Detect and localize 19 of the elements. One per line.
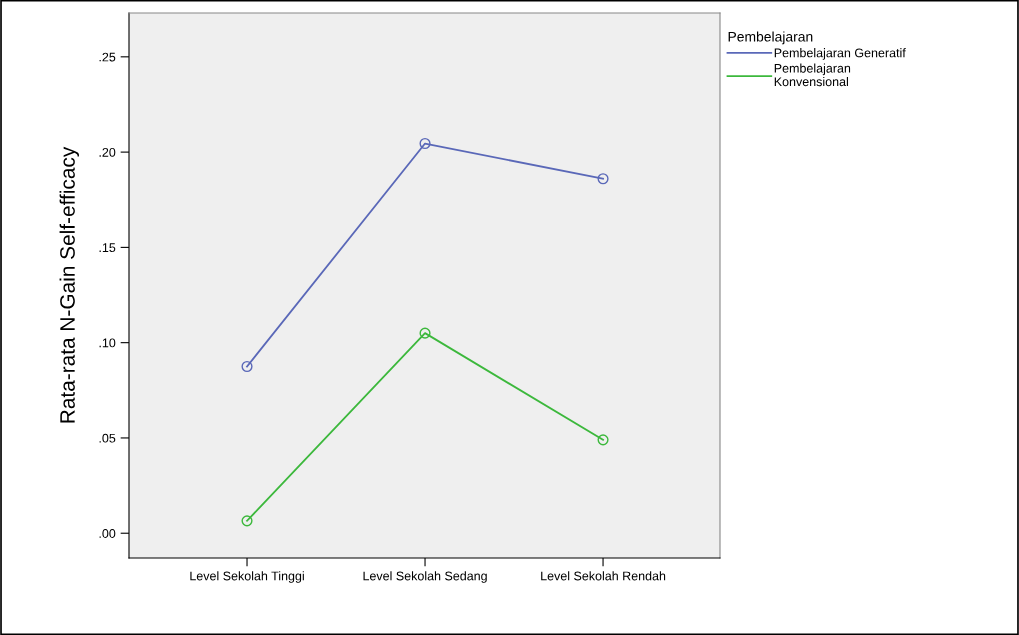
point bbox=[597, 173, 609, 185]
y-tick-label: .05 bbox=[99, 433, 116, 443]
y-tick-label: .15 bbox=[99, 243, 116, 253]
x-tick-label: Level Sekolah Rendah bbox=[541, 571, 666, 581]
legend-label: Pembelajaran Generatif bbox=[774, 48, 906, 60]
y-tick-label: .10 bbox=[99, 338, 116, 348]
y-tick-label: .25 bbox=[99, 52, 116, 62]
x-tick-label: Level Sekolah Tinggi bbox=[190, 571, 304, 583]
y-tick-label: .00 bbox=[99, 529, 116, 538]
point bbox=[597, 434, 609, 446]
y-tick-label: .20 bbox=[99, 147, 116, 157]
point bbox=[241, 360, 253, 373]
legend-title: Pembelajaran bbox=[728, 31, 813, 45]
point bbox=[419, 327, 431, 339]
point bbox=[419, 137, 431, 150]
legend-label: Pembelajaran Konvensional bbox=[774, 63, 851, 87]
y-axis-title: Rata-rata N-Gain Self-efficacy bbox=[59, 146, 79, 423]
point bbox=[241, 515, 253, 527]
x-tick-label: Level Sekolah Sedang bbox=[363, 571, 487, 583]
